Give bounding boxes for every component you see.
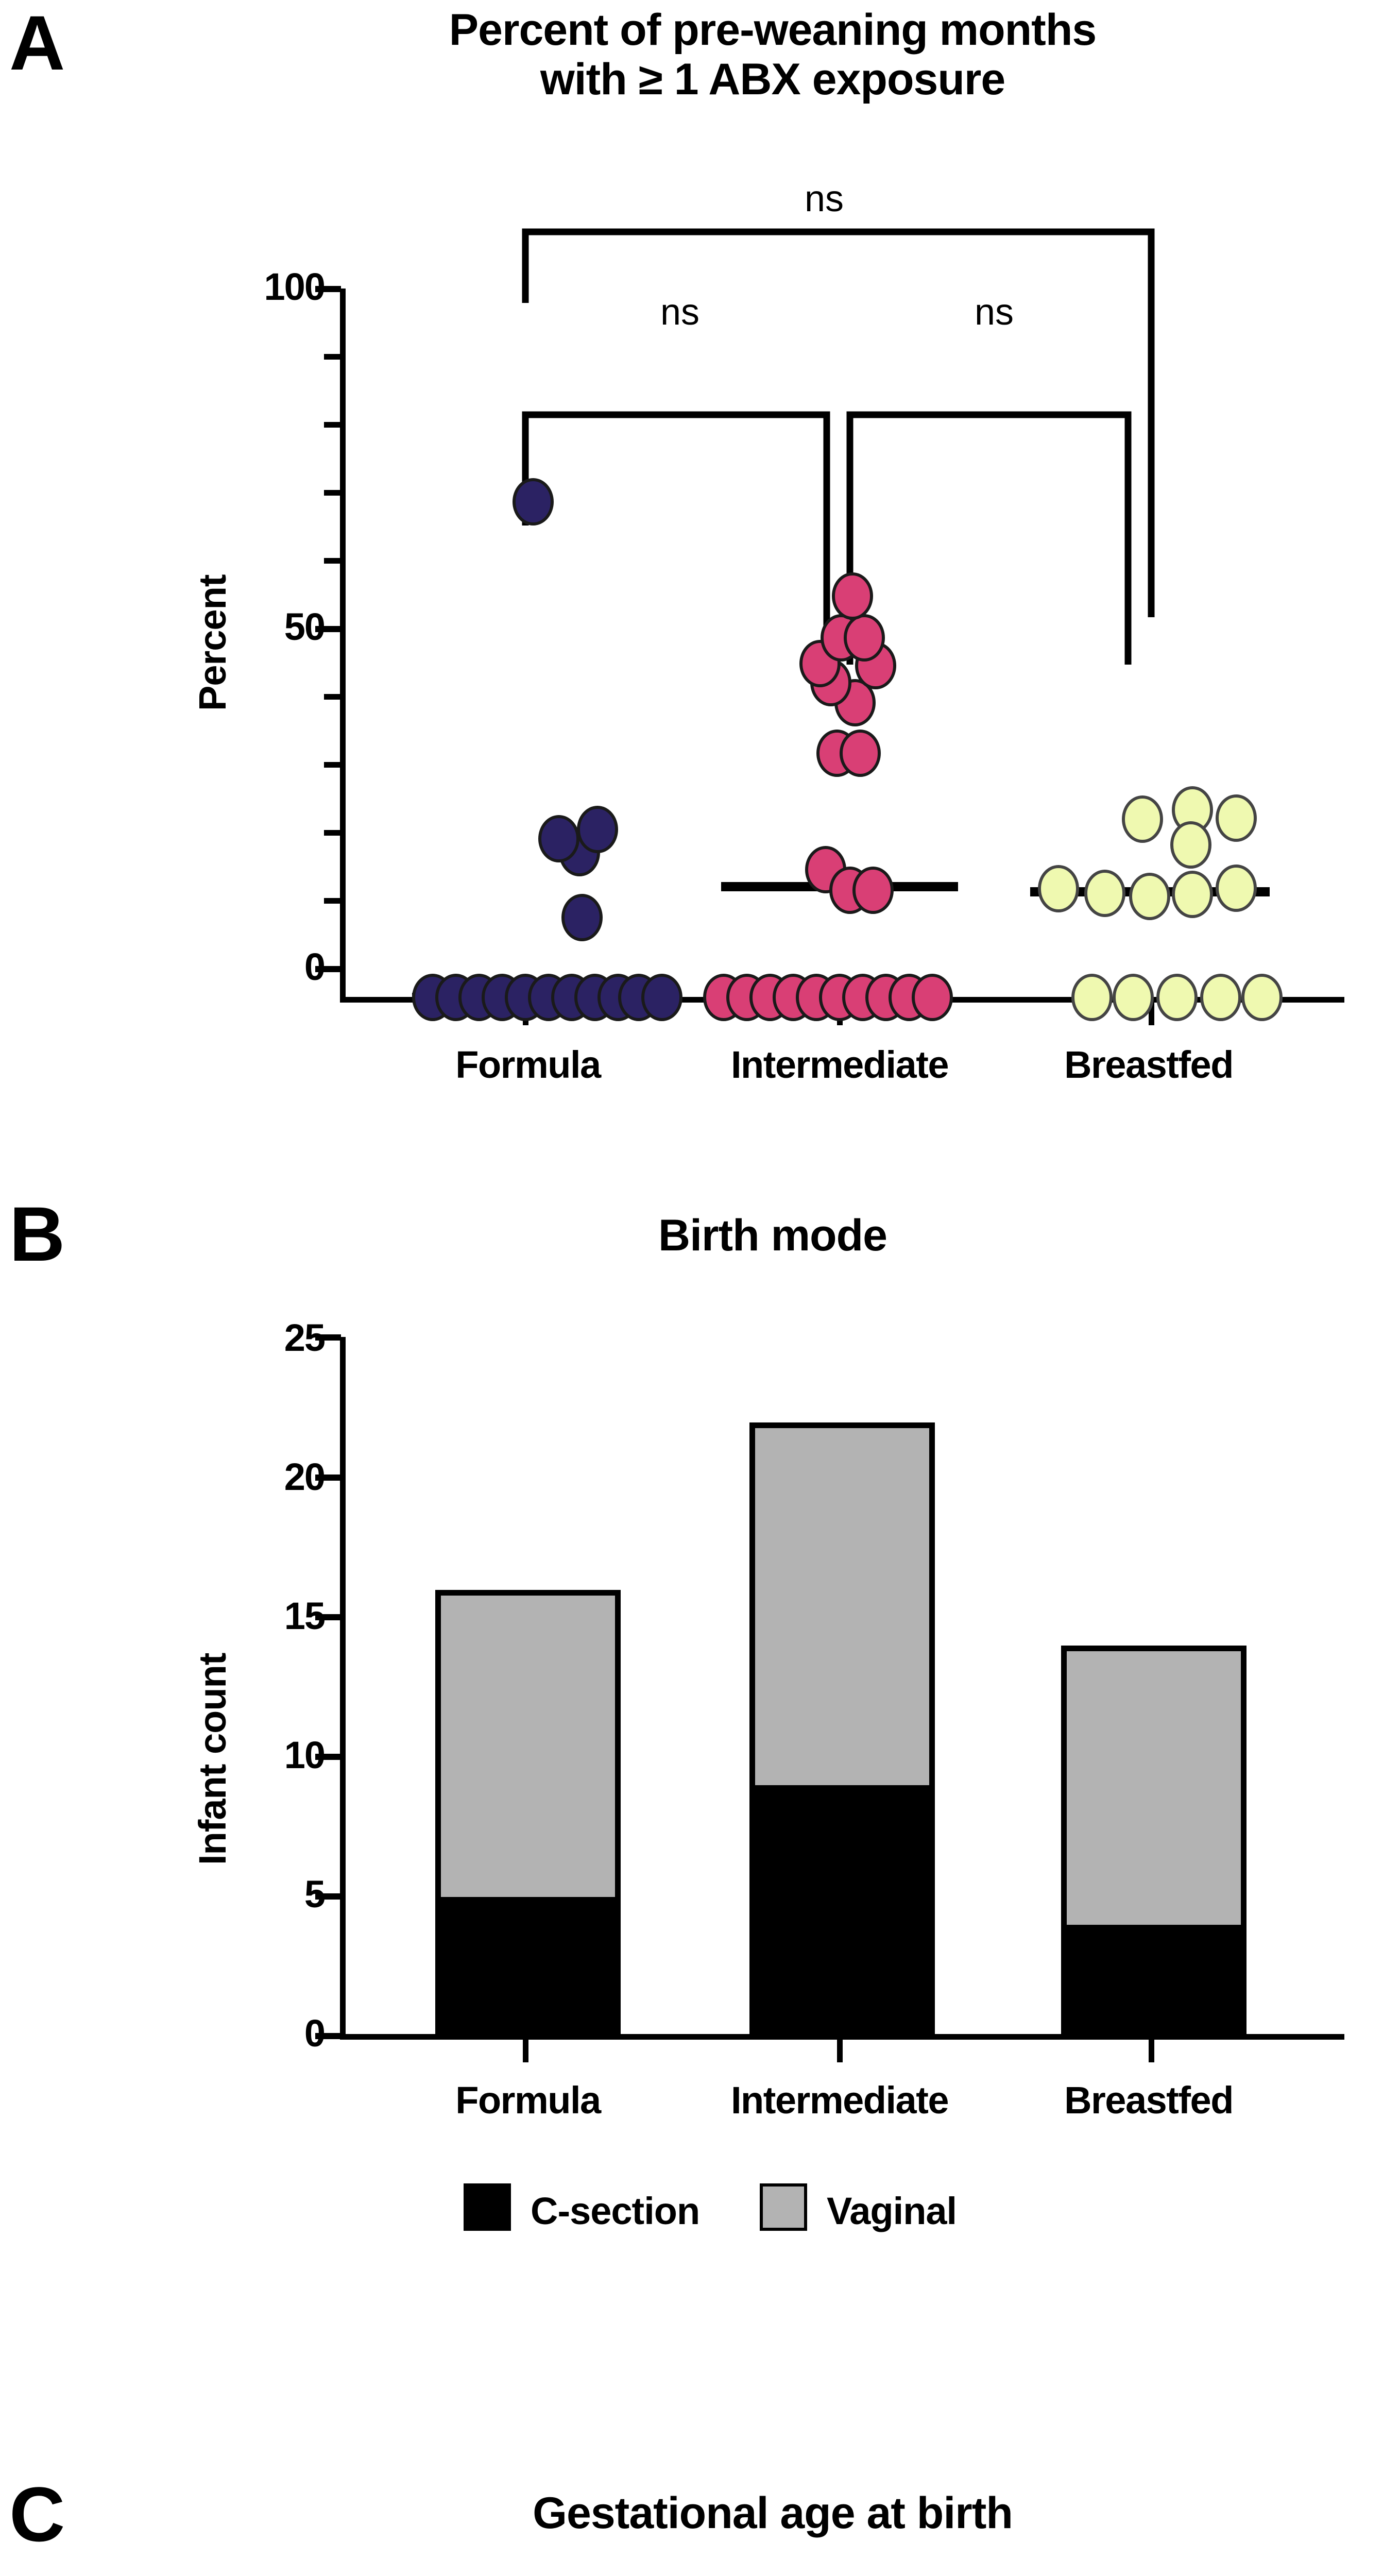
- panel-a-bracket-intermediate-breastfed: [846, 411, 1132, 665]
- panel-a-tick-50: [315, 626, 341, 632]
- panel-b-ytick-20: 20: [284, 1455, 326, 1498]
- panel-a-title: Percent of pre-weaning months with ≥ 1 A…: [319, 5, 1226, 105]
- panel-a-xlabel-intermediate: Intermediate: [730, 1043, 949, 1086]
- panel-a: A Percent of pre-weaning months with ≥ 1…: [0, 0, 1383, 1123]
- panel-b-legend-label-csection: C-section: [531, 2190, 700, 2232]
- panel-a-title-line2: with ≥ 1 ABX exposure: [540, 55, 1005, 105]
- panel-a-ns-formula-breastfed: ns: [804, 178, 844, 219]
- panel-c: C Gestational age at birth GA (weeks) 40…: [0, 2370, 1383, 2576]
- panel-b-bar-intermediate-vaginal: [749, 1422, 935, 1785]
- panel-b-ytick-0: 0: [304, 2012, 326, 2055]
- panel-b-bar-formula-vaginal: [435, 1590, 621, 1897]
- panel-a-points-formula: [412, 478, 682, 1021]
- panel-b-y-axis-line: [340, 1337, 346, 2038]
- panel-b-letter: B: [9, 1191, 65, 1277]
- panel-b-xlabel-breastfed: Breastfed: [1064, 2079, 1234, 2122]
- panel-b-ytick-10: 10: [284, 1734, 326, 1776]
- panel-a-minor-tick: [324, 830, 341, 836]
- panel-b-xlabel-formula: Formula: [455, 2079, 601, 2122]
- panel-a-tick-0: [315, 966, 341, 972]
- panel-a-ns-intermediate-breastfed: ns: [974, 292, 1014, 333]
- panel-b-xtick-formula: [523, 2037, 528, 2062]
- panel-a-tick-100: [315, 286, 341, 292]
- panel-a-minor-tick: [324, 694, 341, 700]
- panel-b-tick-15: [315, 1614, 341, 1620]
- panel-b-xtick-breastfed: [1149, 2037, 1154, 2062]
- panel-a-xlabel-breastfed: Breastfed: [1064, 1043, 1234, 1086]
- panel-b-tick-25: [315, 1334, 341, 1341]
- panel-a-points-breastfed: [1038, 786, 1283, 1021]
- panel-a-bracket-formula-breastfed: [522, 228, 1155, 617]
- panel-b-title: Birth mode: [658, 1211, 887, 1260]
- panel-b: B Birth mode Infant count 25 20 15 10 5 …: [0, 1185, 1383, 2318]
- panel-a-bracket-formula-intermediate: [522, 411, 830, 665]
- panel-a-points-intermediate: [703, 572, 953, 1021]
- panel-b-xtick-intermediate: [837, 2037, 843, 2062]
- panel-a-minor-tick: [324, 422, 341, 428]
- panel-b-tick-0: [315, 2033, 341, 2039]
- panel-b-legend-swatch-vaginal: [760, 2183, 807, 2231]
- panel-b-tick-20: [315, 1475, 341, 1481]
- panel-a-minor-tick: [324, 490, 341, 496]
- panel-a-minor-tick: [324, 558, 341, 564]
- panel-b-bar-breastfed-csection: [1061, 1925, 1247, 2037]
- panel-a-minor-tick: [324, 762, 341, 768]
- panel-b-bar-intermediate-csection: [749, 1785, 935, 2037]
- panel-b-bar-breastfed-vaginal: [1061, 1646, 1247, 1925]
- panel-a-title-line1: Percent of pre-weaning months: [449, 5, 1097, 55]
- panel-b-legend-label-vaginal: Vaginal: [827, 2190, 957, 2232]
- panel-b-tick-10: [315, 1754, 341, 1760]
- panel-b-ytick-5: 5: [304, 1873, 326, 1916]
- panel-a-y-axis-line: [340, 289, 346, 999]
- panel-a-minor-tick: [324, 898, 341, 904]
- panel-b-bar-formula-csection: [435, 1897, 621, 2037]
- panel-a-ns-formula-intermediate: ns: [660, 292, 700, 333]
- panel-a-minor-tick: [324, 354, 341, 360]
- panel-a-plot: [412, 228, 1283, 1021]
- panel-b-ytick-15: 15: [284, 1595, 326, 1637]
- panel-a-xtick-breastfed: [1149, 999, 1154, 1025]
- panel-c-plot: [0, 2370, 1383, 2576]
- panel-a-xlabel-formula: Formula: [455, 1043, 601, 1086]
- panel-b-tick-5: [315, 1893, 341, 1900]
- panel-c-title: Gestational age at birth: [533, 2488, 1013, 2538]
- panel-b-xlabel-intermediate: Intermediate: [730, 2079, 949, 2122]
- panel-b-legend-swatch-csection: [464, 2183, 511, 2231]
- panel-b-ytick-25: 25: [284, 1316, 326, 1359]
- panel-c-letter: C: [9, 2471, 65, 2557]
- panel-a-letter: A: [9, 0, 65, 86]
